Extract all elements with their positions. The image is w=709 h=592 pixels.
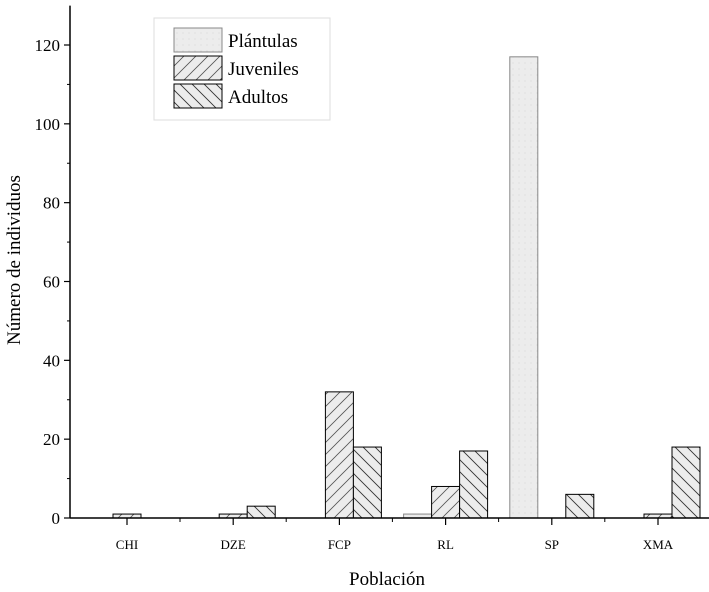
y-tick-label: 60 xyxy=(43,273,60,292)
legend-swatch-plántulas xyxy=(173,27,223,53)
x-tick-label: CHI xyxy=(116,537,138,552)
bar-plántulas-sp xyxy=(509,56,539,519)
y-tick-label: 120 xyxy=(35,36,61,55)
x-tick-label: SP xyxy=(545,537,559,552)
y-tick-label: 40 xyxy=(43,351,60,370)
bars-layer xyxy=(112,56,701,519)
y-tick-label: 20 xyxy=(43,430,60,449)
legend-swatch-juveniles xyxy=(173,55,223,81)
bar-juveniles-fcp xyxy=(324,391,354,519)
legend-label: Juveniles xyxy=(228,59,299,80)
y-axis-label: Número de individuos xyxy=(4,175,25,345)
legend: Plántulas Juveniles Adultos xyxy=(153,17,331,121)
bar-adultos-sp xyxy=(565,493,595,519)
x-tick-label: RL xyxy=(437,537,454,552)
x-tick-label: FCP xyxy=(328,537,351,552)
legend-label: Adultos xyxy=(228,87,288,108)
legend-swatch-adultos xyxy=(173,83,223,109)
bar-juveniles-rl xyxy=(431,485,461,519)
x-tick-label: XMA xyxy=(643,537,674,552)
x-tick-label: DZE xyxy=(221,537,246,552)
y-tick-label: 80 xyxy=(43,194,60,213)
legend-label: Plántulas xyxy=(228,31,298,52)
bar-adultos-rl xyxy=(459,450,489,519)
bar-adultos-dze xyxy=(246,505,276,519)
bar-adultos-xma xyxy=(671,446,701,519)
x-axis-label: Población xyxy=(349,569,425,590)
y-tick-label: 0 xyxy=(52,509,61,528)
y-tick-label: 100 xyxy=(35,115,61,134)
axes: 0 20 40 60 80 100 120 CHI DZE FCP RL SP XMA xyxy=(35,5,709,552)
bar-adultos-fcp xyxy=(352,446,382,519)
